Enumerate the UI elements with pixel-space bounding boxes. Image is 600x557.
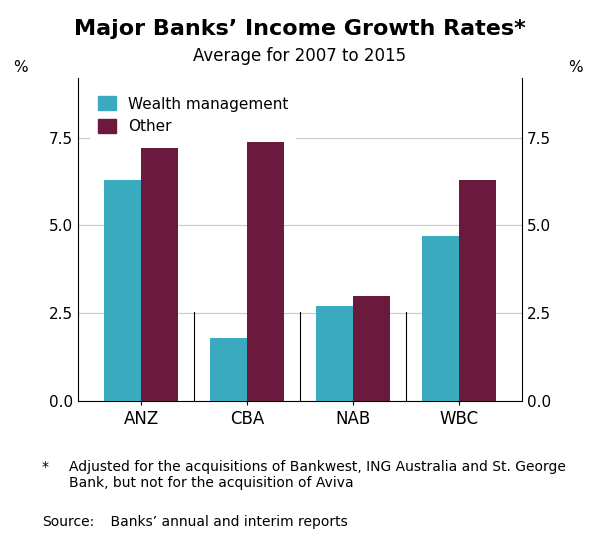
Legend: Wealth management, Other: Wealth management, Other [90,89,296,142]
Text: %: % [13,60,28,75]
Text: Major Banks’ Income Growth Rates*: Major Banks’ Income Growth Rates* [74,19,526,40]
Bar [353,296,390,401]
Bar [458,180,496,401]
Text: Banks’ annual and interim reports: Banks’ annual and interim reports [93,515,348,529]
Bar [104,180,142,401]
Text: Adjusted for the acquisitions of Bankwest, ING Australia and St. George
Bank, bu: Adjusted for the acquisitions of Bankwes… [69,460,566,490]
Text: Source:: Source: [42,515,94,529]
Bar [210,338,247,401]
Bar [142,148,178,401]
Bar [247,127,284,401]
Text: %: % [568,60,583,75]
Bar [316,306,353,401]
Text: Average for 2007 to 2015: Average for 2007 to 2015 [193,47,407,65]
Bar [422,236,458,401]
Text: *: * [42,460,49,473]
